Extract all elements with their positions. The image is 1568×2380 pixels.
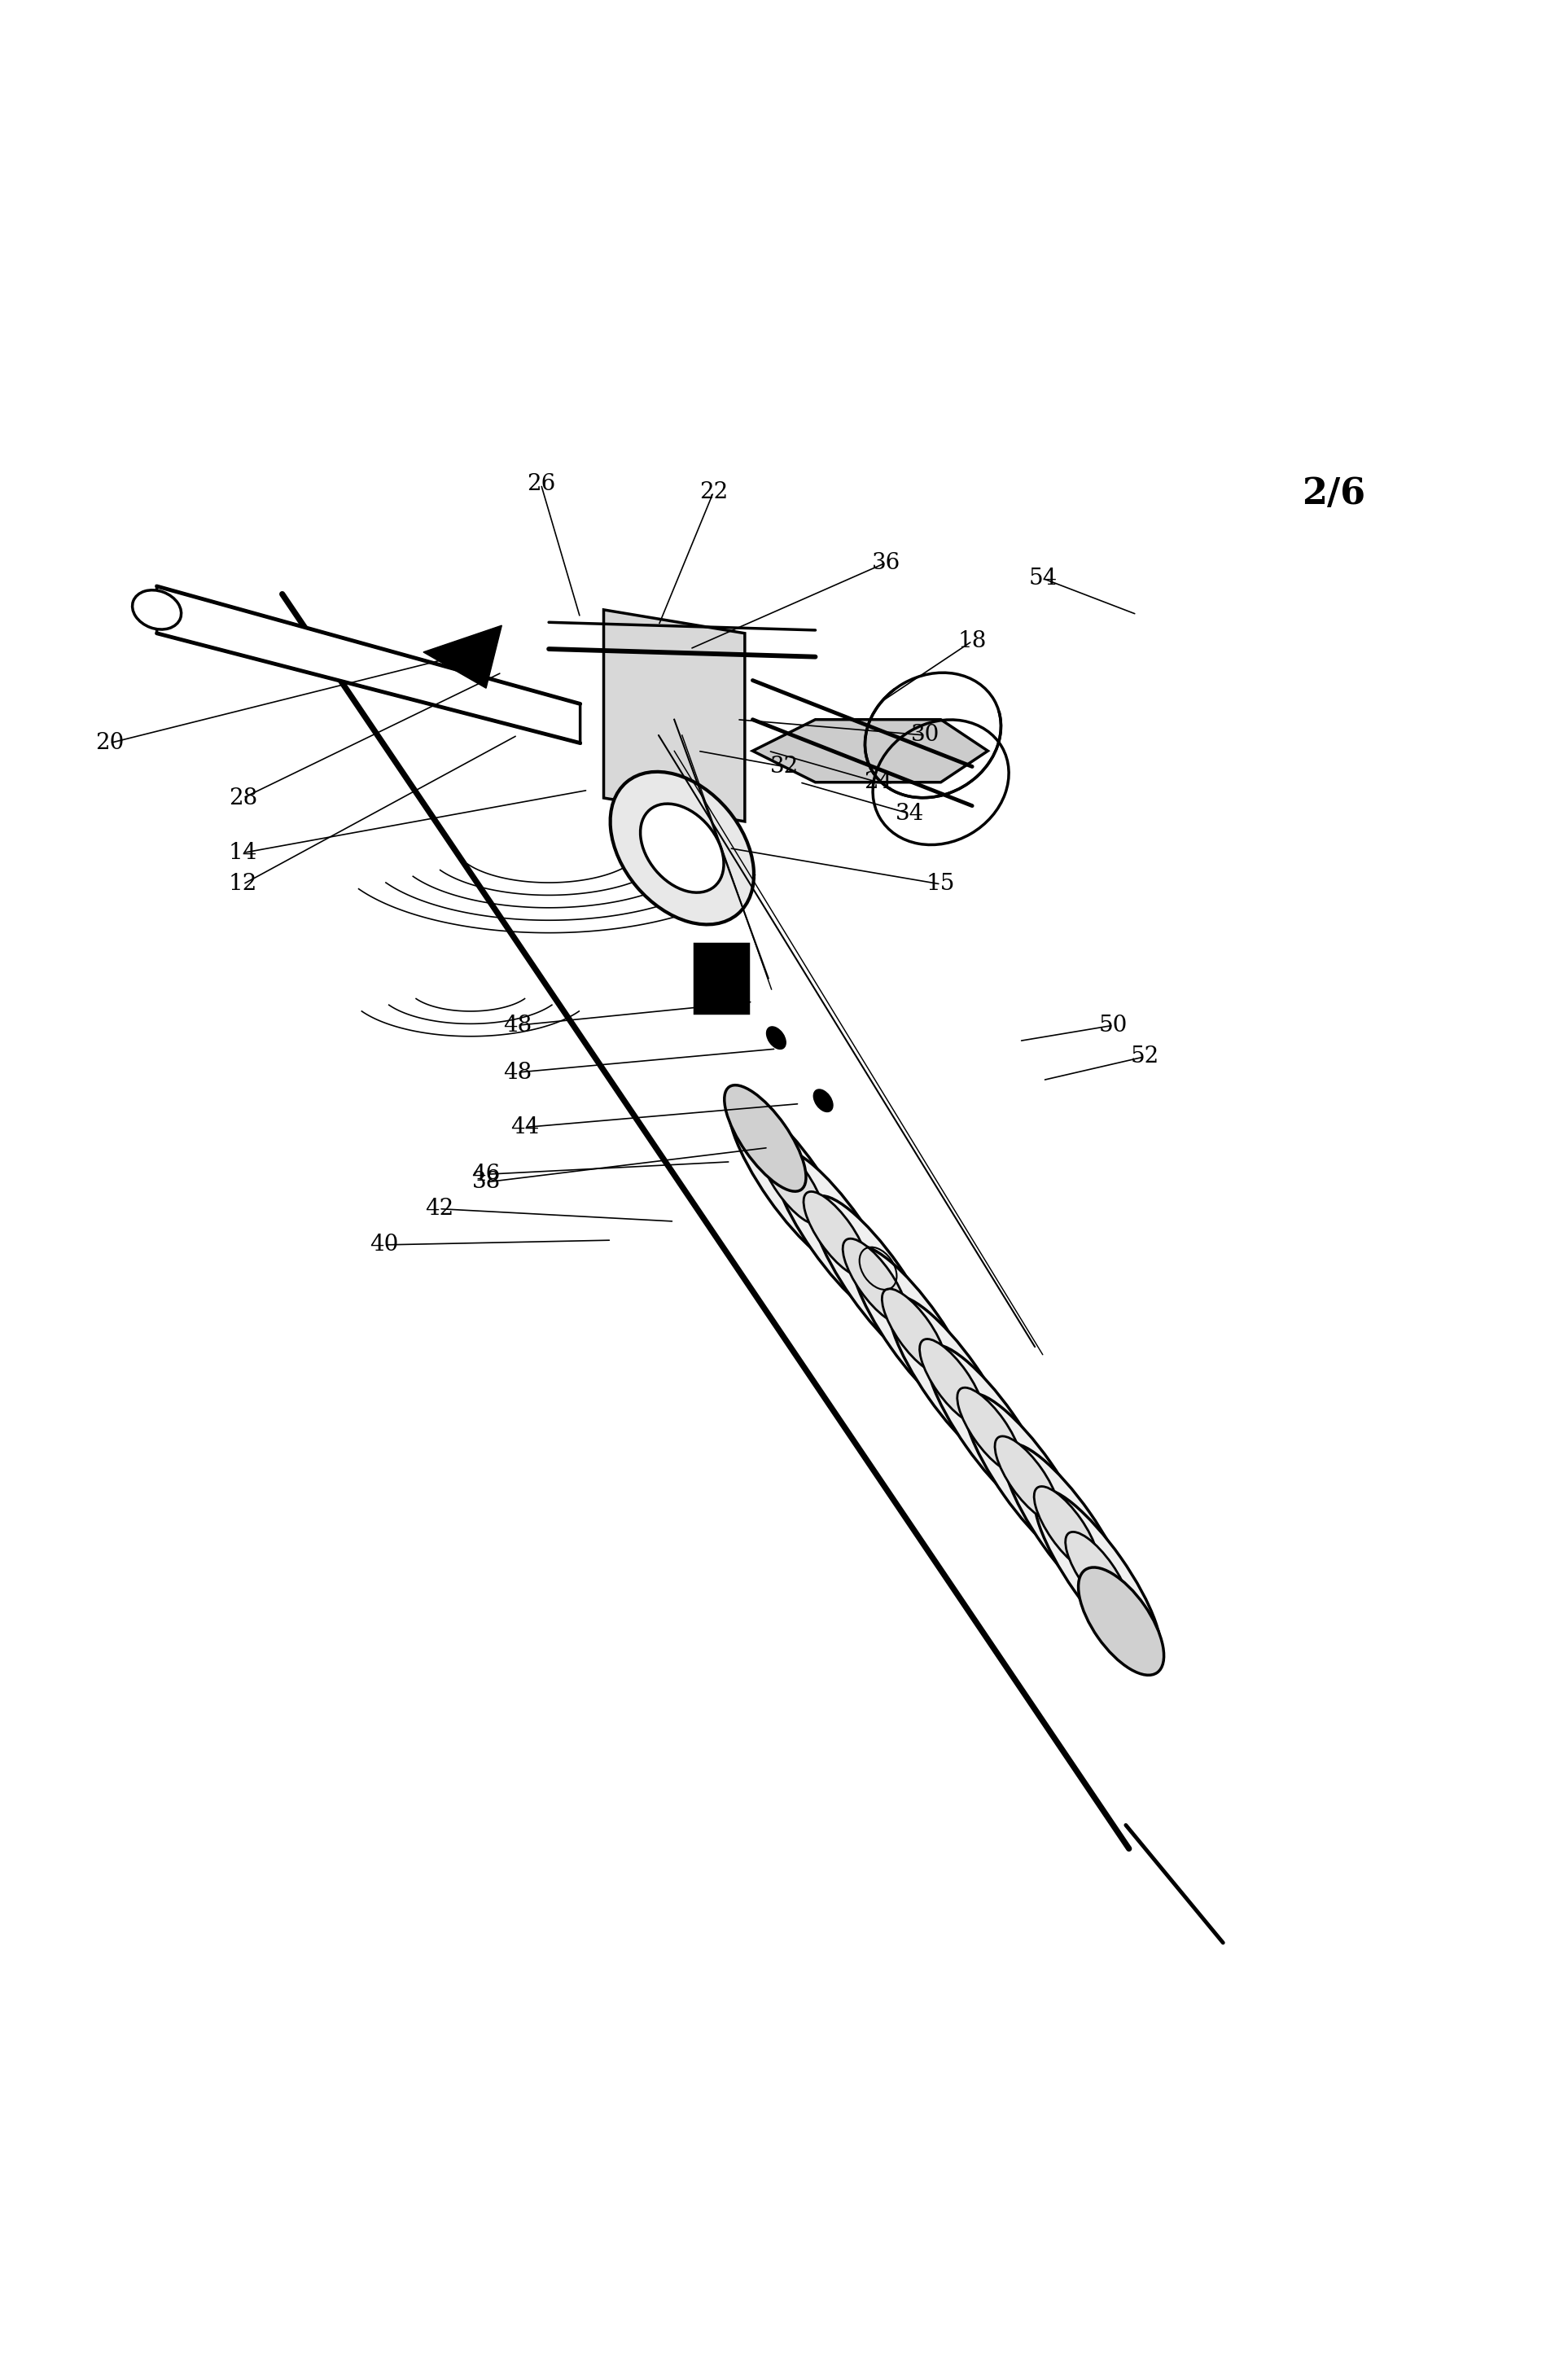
Ellipse shape bbox=[610, 771, 754, 923]
Ellipse shape bbox=[812, 1195, 938, 1366]
Text: 2/6: 2/6 bbox=[1301, 476, 1366, 512]
Text: 54: 54 bbox=[1029, 566, 1057, 590]
Ellipse shape bbox=[132, 590, 182, 628]
Text: 22: 22 bbox=[699, 481, 728, 502]
Ellipse shape bbox=[773, 1150, 898, 1319]
Ellipse shape bbox=[814, 1090, 833, 1111]
Ellipse shape bbox=[956, 1388, 1022, 1473]
Text: 28: 28 bbox=[229, 788, 257, 809]
Text: 14: 14 bbox=[229, 843, 257, 864]
Ellipse shape bbox=[724, 1085, 806, 1192]
Ellipse shape bbox=[1035, 1490, 1160, 1659]
Polygon shape bbox=[753, 719, 988, 783]
Ellipse shape bbox=[881, 1290, 947, 1373]
Ellipse shape bbox=[1079, 1568, 1163, 1676]
Ellipse shape bbox=[919, 1340, 985, 1423]
Text: 44: 44 bbox=[511, 1116, 539, 1138]
Text: 42: 42 bbox=[425, 1197, 453, 1221]
Text: 15: 15 bbox=[927, 873, 955, 895]
Text: 46: 46 bbox=[472, 1164, 500, 1185]
Ellipse shape bbox=[842, 1238, 908, 1323]
Text: 26: 26 bbox=[527, 474, 555, 495]
Ellipse shape bbox=[759, 1140, 825, 1223]
Polygon shape bbox=[604, 609, 745, 821]
Text: 48: 48 bbox=[503, 1061, 532, 1083]
Ellipse shape bbox=[640, 804, 724, 892]
Ellipse shape bbox=[729, 1097, 855, 1266]
Text: 40: 40 bbox=[370, 1233, 398, 1257]
Ellipse shape bbox=[1004, 1445, 1129, 1614]
Text: 30: 30 bbox=[911, 724, 939, 747]
Text: 52: 52 bbox=[1131, 1045, 1159, 1069]
Ellipse shape bbox=[964, 1392, 1090, 1564]
Ellipse shape bbox=[889, 1297, 1014, 1466]
Ellipse shape bbox=[851, 1247, 977, 1416]
Text: 18: 18 bbox=[958, 631, 986, 652]
Ellipse shape bbox=[803, 1192, 869, 1276]
Text: 38: 38 bbox=[472, 1171, 500, 1192]
Ellipse shape bbox=[1033, 1488, 1099, 1571]
Ellipse shape bbox=[767, 1026, 786, 1050]
Ellipse shape bbox=[994, 1435, 1060, 1521]
Text: 36: 36 bbox=[872, 552, 900, 574]
Text: 32: 32 bbox=[770, 754, 798, 778]
Polygon shape bbox=[157, 585, 580, 743]
Text: 24: 24 bbox=[864, 771, 892, 793]
Polygon shape bbox=[423, 626, 502, 688]
Text: 50: 50 bbox=[1099, 1014, 1127, 1035]
Text: 12: 12 bbox=[229, 873, 257, 895]
Ellipse shape bbox=[927, 1345, 1052, 1516]
Ellipse shape bbox=[1065, 1533, 1131, 1616]
FancyBboxPatch shape bbox=[695, 945, 748, 1014]
Text: 20: 20 bbox=[96, 733, 124, 754]
Text: 34: 34 bbox=[895, 802, 924, 823]
Text: 48: 48 bbox=[503, 1014, 532, 1035]
